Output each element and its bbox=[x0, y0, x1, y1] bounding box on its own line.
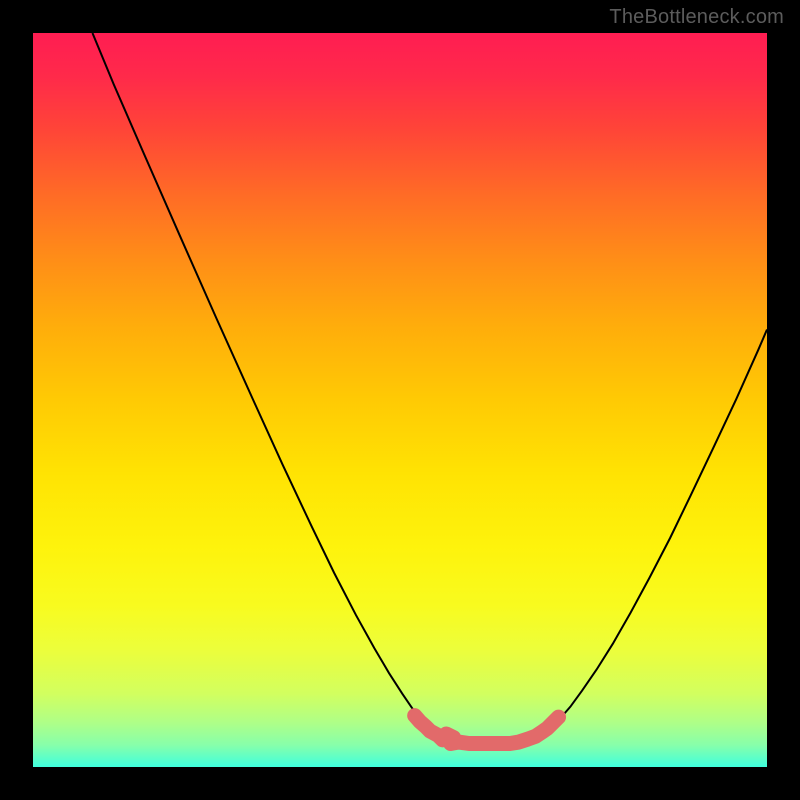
marker-trail bbox=[415, 716, 559, 744]
right-curve bbox=[551, 330, 767, 727]
frame: TheBottleneck.com bbox=[0, 0, 800, 800]
left-curve bbox=[92, 33, 427, 727]
attribution-text: TheBottleneck.com bbox=[609, 6, 784, 29]
plot-area bbox=[33, 33, 767, 767]
plot-svg bbox=[33, 33, 767, 767]
